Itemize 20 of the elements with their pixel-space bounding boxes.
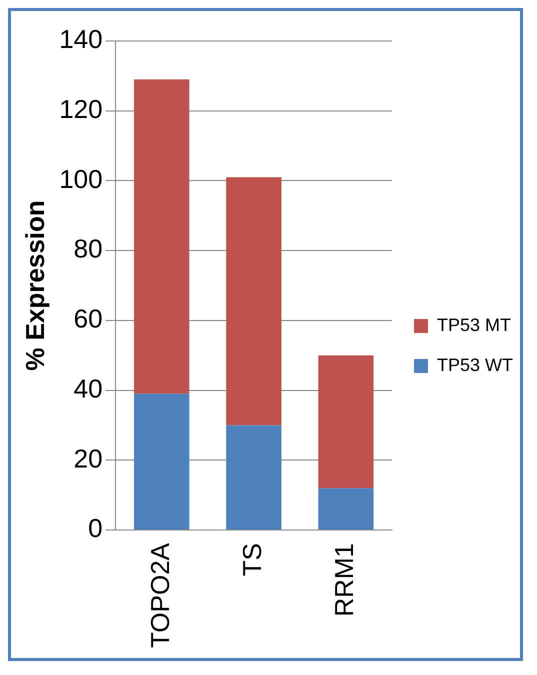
bar xyxy=(134,394,190,530)
bar xyxy=(318,488,374,530)
legend-label: TP53 MT xyxy=(437,314,512,335)
y-tick-label: 140 xyxy=(59,24,103,54)
y-tick-label: 20 xyxy=(74,443,103,474)
y-tick-label: 100 xyxy=(59,164,103,194)
x-tick-label: TOPO2A xyxy=(144,542,175,648)
bar xyxy=(318,355,374,488)
y-tick-label: 120 xyxy=(59,94,103,124)
y-tick-label: 0 xyxy=(88,513,103,544)
y-tick-label: 80 xyxy=(74,234,103,264)
x-tick-label: RRM1 xyxy=(329,542,360,617)
legend-label: TP53 WT xyxy=(437,354,514,375)
y-axis-title: % Expression xyxy=(20,200,50,371)
bar xyxy=(134,79,190,394)
x-tick-label: TS xyxy=(236,542,267,576)
bar xyxy=(226,177,282,426)
bar xyxy=(226,425,282,530)
y-tick-label: 60 xyxy=(74,304,103,334)
y-tick-label: 40 xyxy=(74,373,103,404)
